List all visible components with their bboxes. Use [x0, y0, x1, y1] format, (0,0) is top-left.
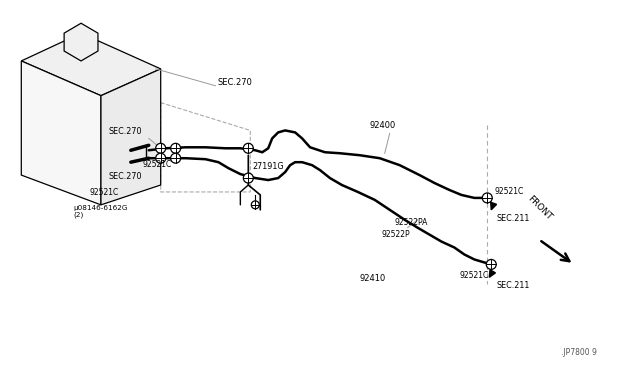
Circle shape [156, 153, 166, 163]
Text: SEC.270: SEC.270 [218, 78, 252, 87]
Polygon shape [21, 33, 161, 96]
Polygon shape [64, 23, 98, 61]
Polygon shape [489, 270, 495, 277]
Text: .JP7800 9: .JP7800 9 [561, 348, 596, 357]
Text: SEC.270: SEC.270 [109, 127, 143, 137]
Circle shape [252, 201, 259, 209]
Text: SEC.211: SEC.211 [496, 281, 530, 290]
Text: 92522PA: 92522PA [395, 218, 428, 227]
Circle shape [486, 259, 496, 269]
Text: 92521C: 92521C [494, 187, 524, 196]
Polygon shape [21, 61, 101, 205]
Circle shape [243, 143, 253, 153]
Text: 92410: 92410 [360, 274, 386, 283]
Text: SEC.211: SEC.211 [496, 214, 530, 223]
Polygon shape [491, 202, 497, 210]
Text: 92521C: 92521C [89, 188, 118, 197]
Text: SEC.270: SEC.270 [109, 172, 143, 181]
Text: 92522P: 92522P [381, 230, 410, 239]
Circle shape [243, 173, 253, 183]
Polygon shape [101, 69, 161, 205]
Circle shape [171, 143, 180, 153]
Text: µ08146-6162G
(2): µ08146-6162G (2) [73, 205, 127, 218]
Text: 92400: 92400 [370, 121, 396, 131]
Text: 92521C: 92521C [460, 271, 489, 280]
Text: 27191G: 27191G [252, 162, 284, 171]
Circle shape [171, 153, 180, 163]
Text: FRONT: FRONT [526, 194, 554, 222]
Circle shape [156, 143, 166, 153]
Text: 92521C: 92521C [143, 160, 172, 169]
Circle shape [483, 193, 492, 203]
